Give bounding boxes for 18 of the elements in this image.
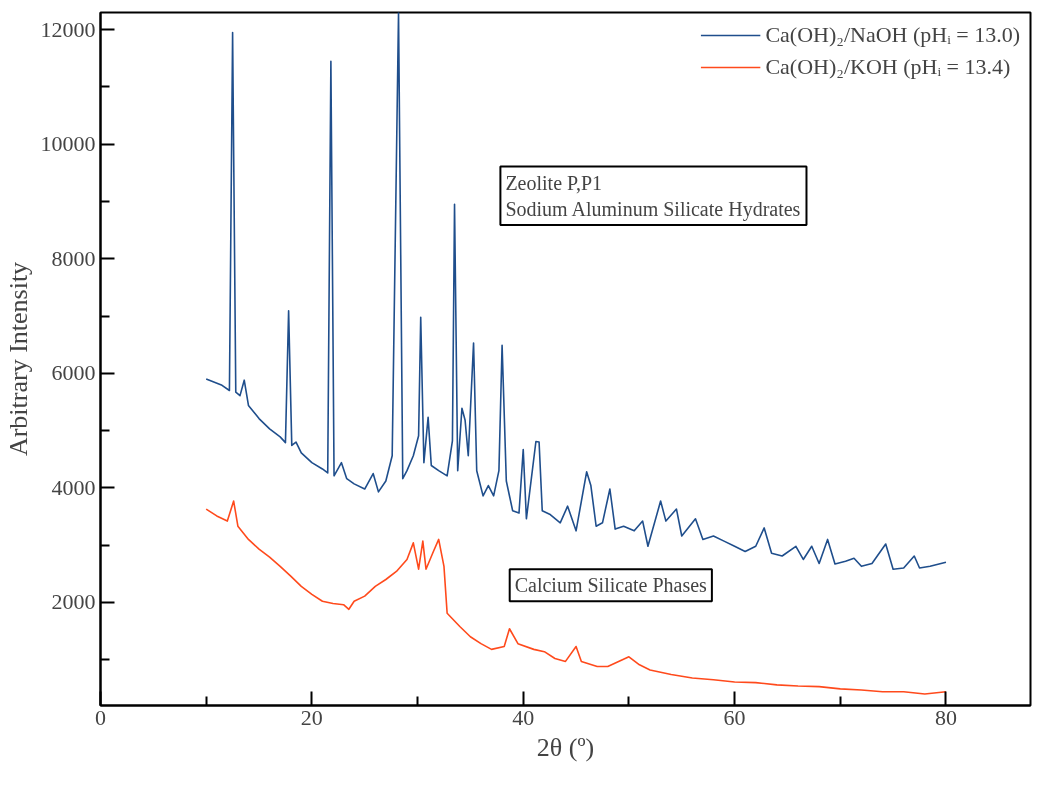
y-tick-label: 4000 [51, 474, 96, 500]
y-tick-label: 8000 [51, 245, 96, 271]
x-tick-label: 20 [300, 704, 323, 730]
y-axis-title: Arbitrary Intensity [3, 261, 33, 457]
annotation: Zeolite P,P1 Sodium Aluminum Silicate Hydrates [505, 171, 801, 221]
x-axis-title: 2θ (º) [536, 732, 595, 762]
x-tick-label: 0 [95, 704, 106, 730]
y-tick-label: 10000 [40, 131, 96, 157]
x-tick-label: 60 [723, 704, 746, 730]
x-tick-label: 80 [934, 704, 957, 730]
legend-label: Ca(OH)₂/KOH (pHᵢ = 13.4) [765, 54, 1011, 80]
x-tick-label: 40 [512, 704, 535, 730]
annotation: Calcium Silicate Phases [514, 574, 708, 597]
line-series [205, 500, 947, 695]
y-tick-label: 6000 [51, 360, 96, 386]
y-tick-label: 12000 [40, 16, 96, 42]
y-tick-label: 2000 [51, 589, 96, 615]
legend-label: Ca(OH)₂/NaOH (pHᵢ = 13.0) [765, 22, 1020, 48]
